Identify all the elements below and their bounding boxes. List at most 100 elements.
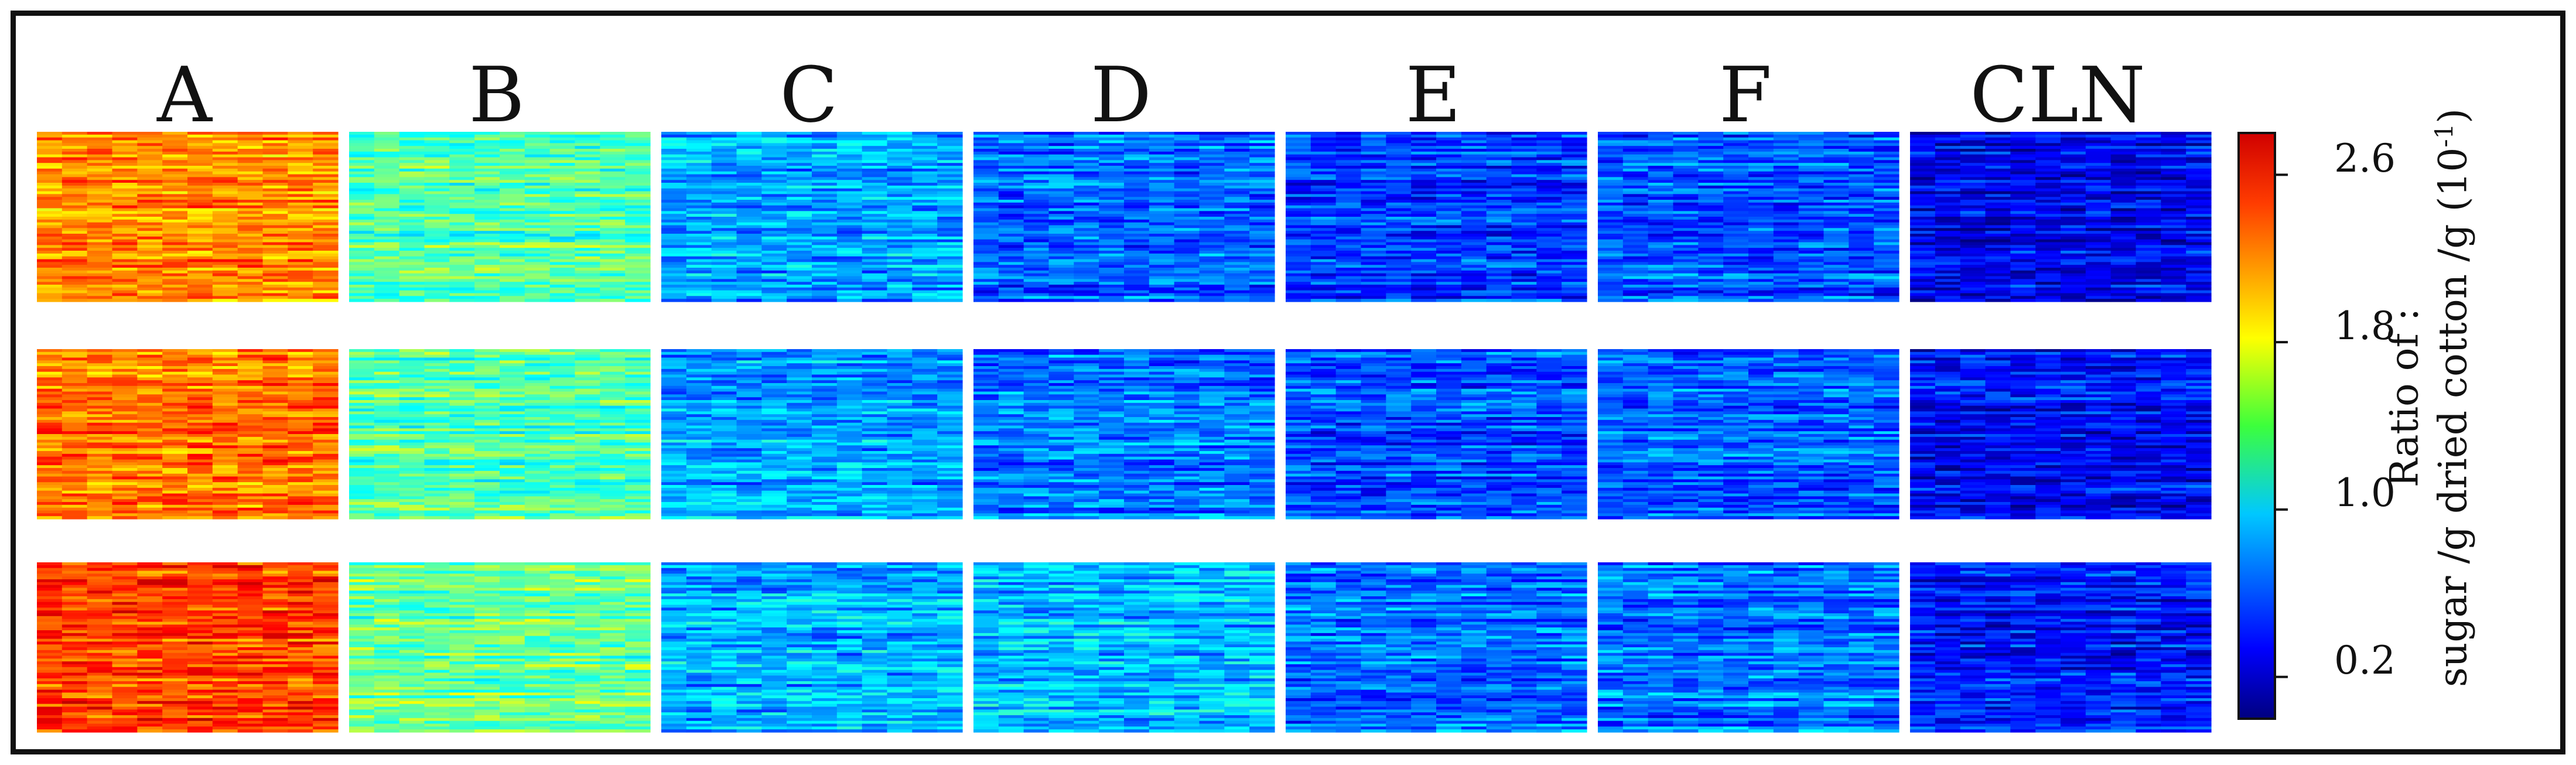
heatmap-cell bbox=[2186, 285, 2212, 288]
heatmap-cell bbox=[1074, 211, 1099, 214]
heatmap-cell bbox=[1849, 231, 1874, 234]
heatmap-cell bbox=[212, 265, 238, 268]
heatmap-cell bbox=[686, 166, 712, 169]
heatmap-cell bbox=[711, 282, 737, 285]
heatmap-cell bbox=[1335, 268, 1362, 271]
heatmap-cell bbox=[1935, 253, 1961, 257]
heatmap-cell bbox=[2085, 174, 2112, 177]
heatmap-cell bbox=[1174, 282, 1200, 285]
heatmap-cell bbox=[1723, 160, 1749, 163]
heatmap-cell bbox=[2035, 191, 2061, 194]
heatmap-cell bbox=[862, 185, 888, 189]
heatmap-cell bbox=[2186, 214, 2212, 217]
heatmap-cell bbox=[937, 276, 963, 279]
heatmap-cell bbox=[1798, 166, 1825, 169]
heatmap-cell bbox=[399, 268, 425, 271]
heatmap-cell bbox=[37, 134, 63, 138]
heatmap-cell bbox=[449, 290, 475, 294]
heatmap-cell bbox=[1023, 166, 1050, 169]
heatmap-cell bbox=[1048, 177, 1074, 180]
heatmap-cell bbox=[761, 194, 787, 197]
heatmap-cell bbox=[1748, 157, 1774, 160]
heatmap-cell bbox=[1935, 268, 1961, 271]
heatmap-cell bbox=[1849, 200, 1874, 203]
heatmap-cell bbox=[1849, 225, 1874, 228]
heatmap-cell bbox=[2186, 265, 2212, 268]
heatmap-cell bbox=[1048, 200, 1074, 203]
heatmap-cell bbox=[524, 151, 551, 155]
heatmap-cell bbox=[1536, 143, 1562, 146]
heatmap-cell bbox=[1023, 265, 1050, 268]
heatmap-cell bbox=[937, 236, 963, 240]
heatmap-cell bbox=[349, 180, 375, 183]
heatmap-cell bbox=[937, 273, 963, 277]
heatmap-cell bbox=[812, 188, 838, 192]
heatmap-cell bbox=[836, 185, 863, 189]
heatmap-cell bbox=[1099, 217, 1125, 220]
heatmap-cell bbox=[349, 259, 375, 262]
heatmap-cell bbox=[1648, 208, 1674, 211]
heatmap-cell bbox=[1648, 234, 1674, 237]
heatmap-cell bbox=[661, 242, 687, 245]
heatmap-cell bbox=[62, 149, 88, 152]
heatmap-cell bbox=[262, 217, 288, 220]
heatmap-cell bbox=[112, 290, 138, 294]
heatmap-cell bbox=[1361, 168, 1386, 172]
heatmap-cell bbox=[288, 214, 313, 217]
heatmap-cell bbox=[661, 273, 687, 277]
heatmap-cell bbox=[500, 134, 525, 138]
heatmap-cell bbox=[237, 211, 264, 214]
heatmap-cell bbox=[1124, 146, 1150, 149]
heatmap-cell bbox=[1023, 177, 1050, 180]
heatmap-cell bbox=[1648, 225, 1674, 228]
heatmap-cell bbox=[1910, 191, 1936, 194]
heatmap-cell bbox=[2186, 202, 2212, 206]
heatmap-cell bbox=[1048, 197, 1074, 200]
heatmap-cell bbox=[1673, 200, 1699, 203]
heatmap-cell bbox=[686, 270, 712, 274]
heatmap-cell bbox=[661, 202, 687, 206]
heatmap-cell bbox=[1199, 282, 1225, 285]
heatmap-cell bbox=[973, 285, 999, 288]
heatmap-cell bbox=[1673, 205, 1699, 209]
heatmap-cell bbox=[1985, 166, 2011, 169]
heatmap-cell bbox=[1310, 253, 1337, 257]
heatmap-cell bbox=[1199, 251, 1225, 254]
heatmap-cell bbox=[1436, 270, 1462, 274]
heatmap-cell bbox=[661, 234, 687, 237]
heatmap-cell bbox=[399, 217, 425, 220]
heatmap-cell bbox=[1622, 239, 1649, 243]
heatmap-cell bbox=[1224, 197, 1250, 200]
heatmap-cell bbox=[1673, 191, 1699, 194]
heatmap-cell bbox=[349, 168, 375, 172]
heatmap-cell bbox=[2110, 197, 2137, 200]
heatmap-cell bbox=[37, 276, 63, 279]
heatmap-cell bbox=[1673, 132, 1699, 135]
heatmap-cell bbox=[162, 236, 188, 240]
heatmap-cell bbox=[1286, 287, 1311, 291]
heatmap-cell bbox=[162, 242, 188, 245]
heatmap-cell bbox=[736, 268, 762, 271]
heatmap-cell bbox=[937, 256, 963, 260]
heatmap-cell bbox=[1199, 222, 1225, 226]
heatmap-cell bbox=[575, 191, 600, 194]
heatmap-cell bbox=[937, 137, 963, 141]
heatmap-cell bbox=[1224, 251, 1250, 254]
heatmap-cell bbox=[424, 154, 450, 158]
heatmap-cell bbox=[1622, 180, 1649, 183]
heatmap-cell bbox=[1048, 154, 1074, 158]
heatmap-cell bbox=[1249, 222, 1275, 226]
heatmap-cell bbox=[1562, 251, 1587, 254]
heatmap-cell bbox=[162, 293, 188, 296]
heatmap-cell bbox=[1286, 132, 1311, 135]
heatmap-cell bbox=[711, 290, 737, 294]
heatmap-cell bbox=[1149, 174, 1175, 177]
heatmap-cell bbox=[500, 279, 525, 282]
heatmap-cell bbox=[1985, 265, 2011, 268]
heatmap-cell bbox=[1099, 231, 1125, 234]
heatmap-cell bbox=[137, 276, 163, 279]
heatmap-cell bbox=[449, 262, 475, 265]
heatmap-cell bbox=[288, 265, 313, 268]
heatmap-cell bbox=[1536, 273, 1562, 277]
heatmap-cell bbox=[661, 140, 687, 144]
